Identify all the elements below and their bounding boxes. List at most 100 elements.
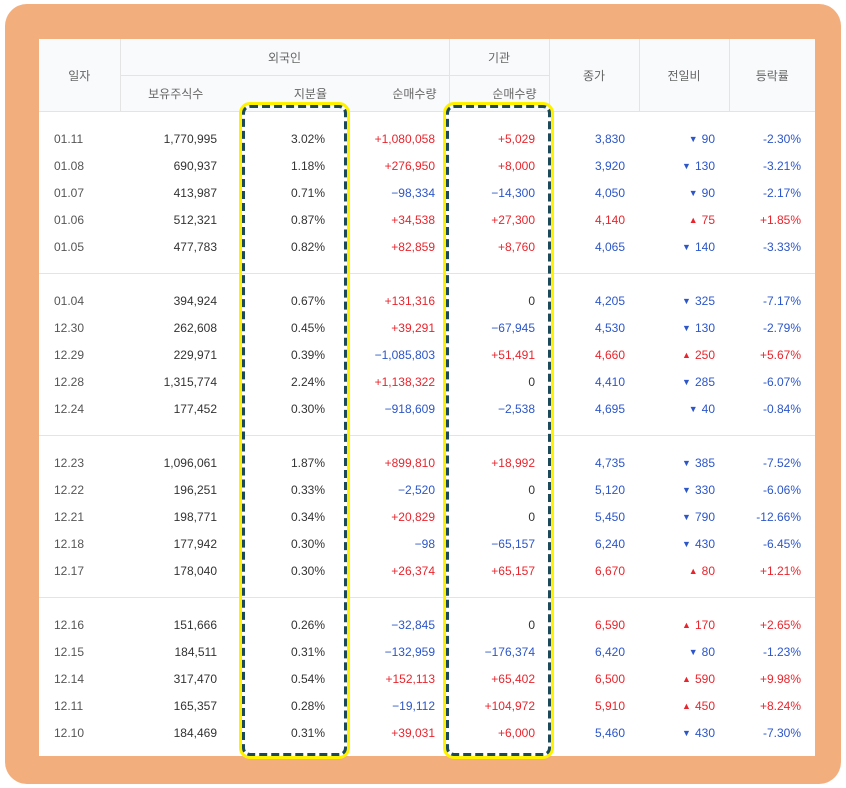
cell-date: 01.06 — [54, 212, 85, 227]
cell-institution-net-buy: +65,402 — [491, 671, 535, 686]
cell-ownership-ratio: 0.67% — [290, 293, 325, 308]
header-foreign-group: 외국인 — [119, 39, 449, 76]
cell-change-rate: -6.06% — [762, 482, 801, 497]
header-holdings: 보유주식수 — [119, 75, 231, 112]
cell-institution-net-buy: −65,157 — [491, 536, 535, 551]
table-row: 01.05 477,783 0.82% +82,859 +8,760 4,065 ▼ 140 -… — [39, 233, 815, 260]
cell-date: 12.30 — [54, 320, 85, 335]
cell-change-rate: -1.23% — [762, 644, 801, 659]
cell-foreign-net-buy: +899,810 — [384, 455, 435, 470]
cell-institution-net-buy: +6,000 — [497, 725, 535, 740]
cell-change-value: 75 — [701, 212, 715, 227]
table-row: 12.28 1,315,774 2.24% +1,138,322 0 4,410 ▼ 285 -… — [39, 368, 815, 395]
cell-holdings: 165,357 — [173, 698, 217, 713]
cell-holdings: 1,096,061 — [163, 455, 217, 470]
cell-date: 12.14 — [54, 671, 85, 686]
triangle-down-icon: ▼ — [682, 160, 691, 171]
triangle-up-icon: ▲ — [688, 214, 698, 225]
cell-close-price: 4,660 — [594, 347, 625, 362]
cell-ownership-ratio: 0.31% — [290, 725, 325, 740]
cell-foreign-net-buy: +39,291 — [391, 320, 435, 335]
cell-date: 12.10 — [54, 725, 85, 740]
cell-date: 01.04 — [54, 293, 85, 308]
cell-change-value: 170 — [694, 617, 715, 632]
cell-change: ▼ 790 — [639, 503, 729, 530]
cell-change-rate: -6.07% — [762, 374, 801, 389]
cell-institution-net-buy: 0 — [528, 509, 535, 524]
ownership-ratio-highlight-box — [239, 102, 350, 759]
cell-change-value: 325 — [694, 293, 715, 308]
cell-close-price: 5,910 — [594, 698, 625, 713]
cell-close-price: 6,500 — [594, 671, 625, 686]
cell-change: ▲ 590 — [639, 665, 729, 692]
table-row: 12.21 198,771 0.34% +20,829 0 5,450 ▼ 790 -12.66… — [39, 503, 815, 530]
cell-ownership-ratio: 1.87% — [290, 455, 325, 470]
cell-change-value: 130 — [694, 320, 715, 335]
cell-change-rate: -0.84% — [762, 401, 801, 416]
cell-change-rate: -2.79% — [762, 320, 801, 335]
cell-close-price: 4,140 — [594, 212, 625, 227]
cell-change-rate: +2.65% — [759, 617, 801, 632]
triangle-down-icon: ▼ — [682, 295, 691, 306]
cell-change-value: 430 — [694, 536, 715, 551]
header-foreign-net-buy: 순매수량 — [339, 75, 449, 112]
cell-ownership-ratio: 0.39% — [290, 347, 325, 362]
header-institution-group: 기관 — [448, 39, 549, 76]
cell-change-value: 285 — [694, 374, 715, 389]
cell-change-rate: -7.17% — [762, 293, 801, 308]
cell-foreign-net-buy: −2,520 — [397, 482, 435, 497]
cell-change: ▼ 130 — [639, 152, 729, 179]
investor-trading-table-panel: 일자 외국인 기관 종가 전일비 등락률 보유주식수 지분율 순매수량 순매수량… — [39, 39, 815, 756]
cell-foreign-net-buy: −32,845 — [391, 617, 435, 632]
cell-change-value: 430 — [694, 725, 715, 740]
cell-ownership-ratio: 0.45% — [290, 320, 325, 335]
cell-foreign-net-buy: +39,031 — [391, 725, 435, 740]
cell-institution-net-buy: +51,491 — [491, 347, 535, 362]
cell-ownership-ratio: 0.30% — [290, 563, 325, 578]
triangle-down-icon: ▼ — [682, 322, 691, 333]
cell-institution-net-buy: −176,374 — [484, 644, 535, 659]
cell-close-price: 4,065 — [594, 239, 625, 254]
cell-holdings: 1,770,995 — [163, 131, 217, 146]
cell-ownership-ratio: 0.33% — [290, 482, 325, 497]
cell-change-rate: -7.30% — [762, 725, 801, 740]
investor-trading-table: 일자 외국인 기관 종가 전일비 등락률 보유주식수 지분율 순매수량 순매수량… — [39, 39, 815, 756]
triangle-up-icon: ▲ — [682, 349, 691, 360]
cell-close-price: 4,735 — [594, 455, 625, 470]
group-padding — [39, 112, 815, 126]
cell-close-price: 6,420 — [594, 644, 625, 659]
cell-change: ▲ 450 — [639, 692, 729, 719]
cell-change: ▲ 250 — [639, 341, 729, 368]
cell-ownership-ratio: 0.87% — [290, 212, 325, 227]
cell-date: 12.21 — [54, 509, 85, 524]
header-change: 전일비 — [638, 39, 729, 112]
cell-close-price: 4,695 — [594, 401, 625, 416]
cell-holdings: 512,321 — [173, 212, 217, 227]
triangle-down-icon: ▼ — [688, 187, 698, 198]
cell-institution-net-buy: −14,300 — [491, 185, 535, 200]
cell-institution-net-buy: 0 — [528, 374, 535, 389]
table-row: 12.17 178,040 0.30% +26,374 +65,157 6,670 ▲ 80 +… — [39, 557, 815, 584]
table-row: 12.16 151,666 0.26% −32,845 0 6,590 ▲ 170 +2.65% — [39, 611, 815, 638]
cell-foreign-net-buy: +1,080,058 — [374, 131, 435, 146]
cell-change: ▼ 90 — [639, 125, 729, 152]
orange-frame: 일자 외국인 기관 종가 전일비 등락률 보유주식수 지분율 순매수량 순매수량… — [5, 4, 841, 784]
cell-institution-net-buy: +27,300 — [491, 212, 535, 227]
cell-foreign-net-buy: +26,374 — [391, 563, 435, 578]
cell-change-rate: +9.98% — [759, 671, 801, 686]
triangle-down-icon: ▼ — [682, 376, 691, 387]
group-separator — [39, 584, 815, 598]
cell-close-price: 4,530 — [594, 320, 625, 335]
cell-close-price: 6,590 — [594, 617, 625, 632]
cell-change: ▲ 170 — [639, 611, 729, 638]
triangle-down-icon: ▼ — [688, 403, 698, 414]
table-row: 12.18 177,942 0.30% −98 −65,157 6,240 ▼ 430 -6.4… — [39, 530, 815, 557]
cell-ownership-ratio: 0.54% — [290, 671, 325, 686]
cell-ownership-ratio: 0.26% — [290, 617, 325, 632]
cell-date: 12.23 — [54, 455, 85, 470]
cell-change: ▼ 430 — [639, 530, 729, 557]
table-row: 12.22 196,251 0.33% −2,520 0 5,120 ▼ 330 -6.06% — [39, 476, 815, 503]
cell-change: ▼ 325 — [639, 287, 729, 314]
header-close-price: 종가 — [548, 39, 639, 112]
cell-ownership-ratio: 1.18% — [290, 158, 325, 173]
